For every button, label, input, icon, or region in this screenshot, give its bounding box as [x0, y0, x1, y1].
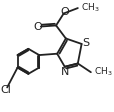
Text: O: O [33, 22, 42, 32]
Text: CH$_3$: CH$_3$ [93, 66, 111, 78]
Text: CH$_3$: CH$_3$ [80, 2, 98, 14]
Text: O: O [60, 7, 69, 17]
Text: S: S [81, 38, 88, 48]
Text: N: N [60, 67, 68, 77]
Text: Cl: Cl [0, 85, 11, 95]
